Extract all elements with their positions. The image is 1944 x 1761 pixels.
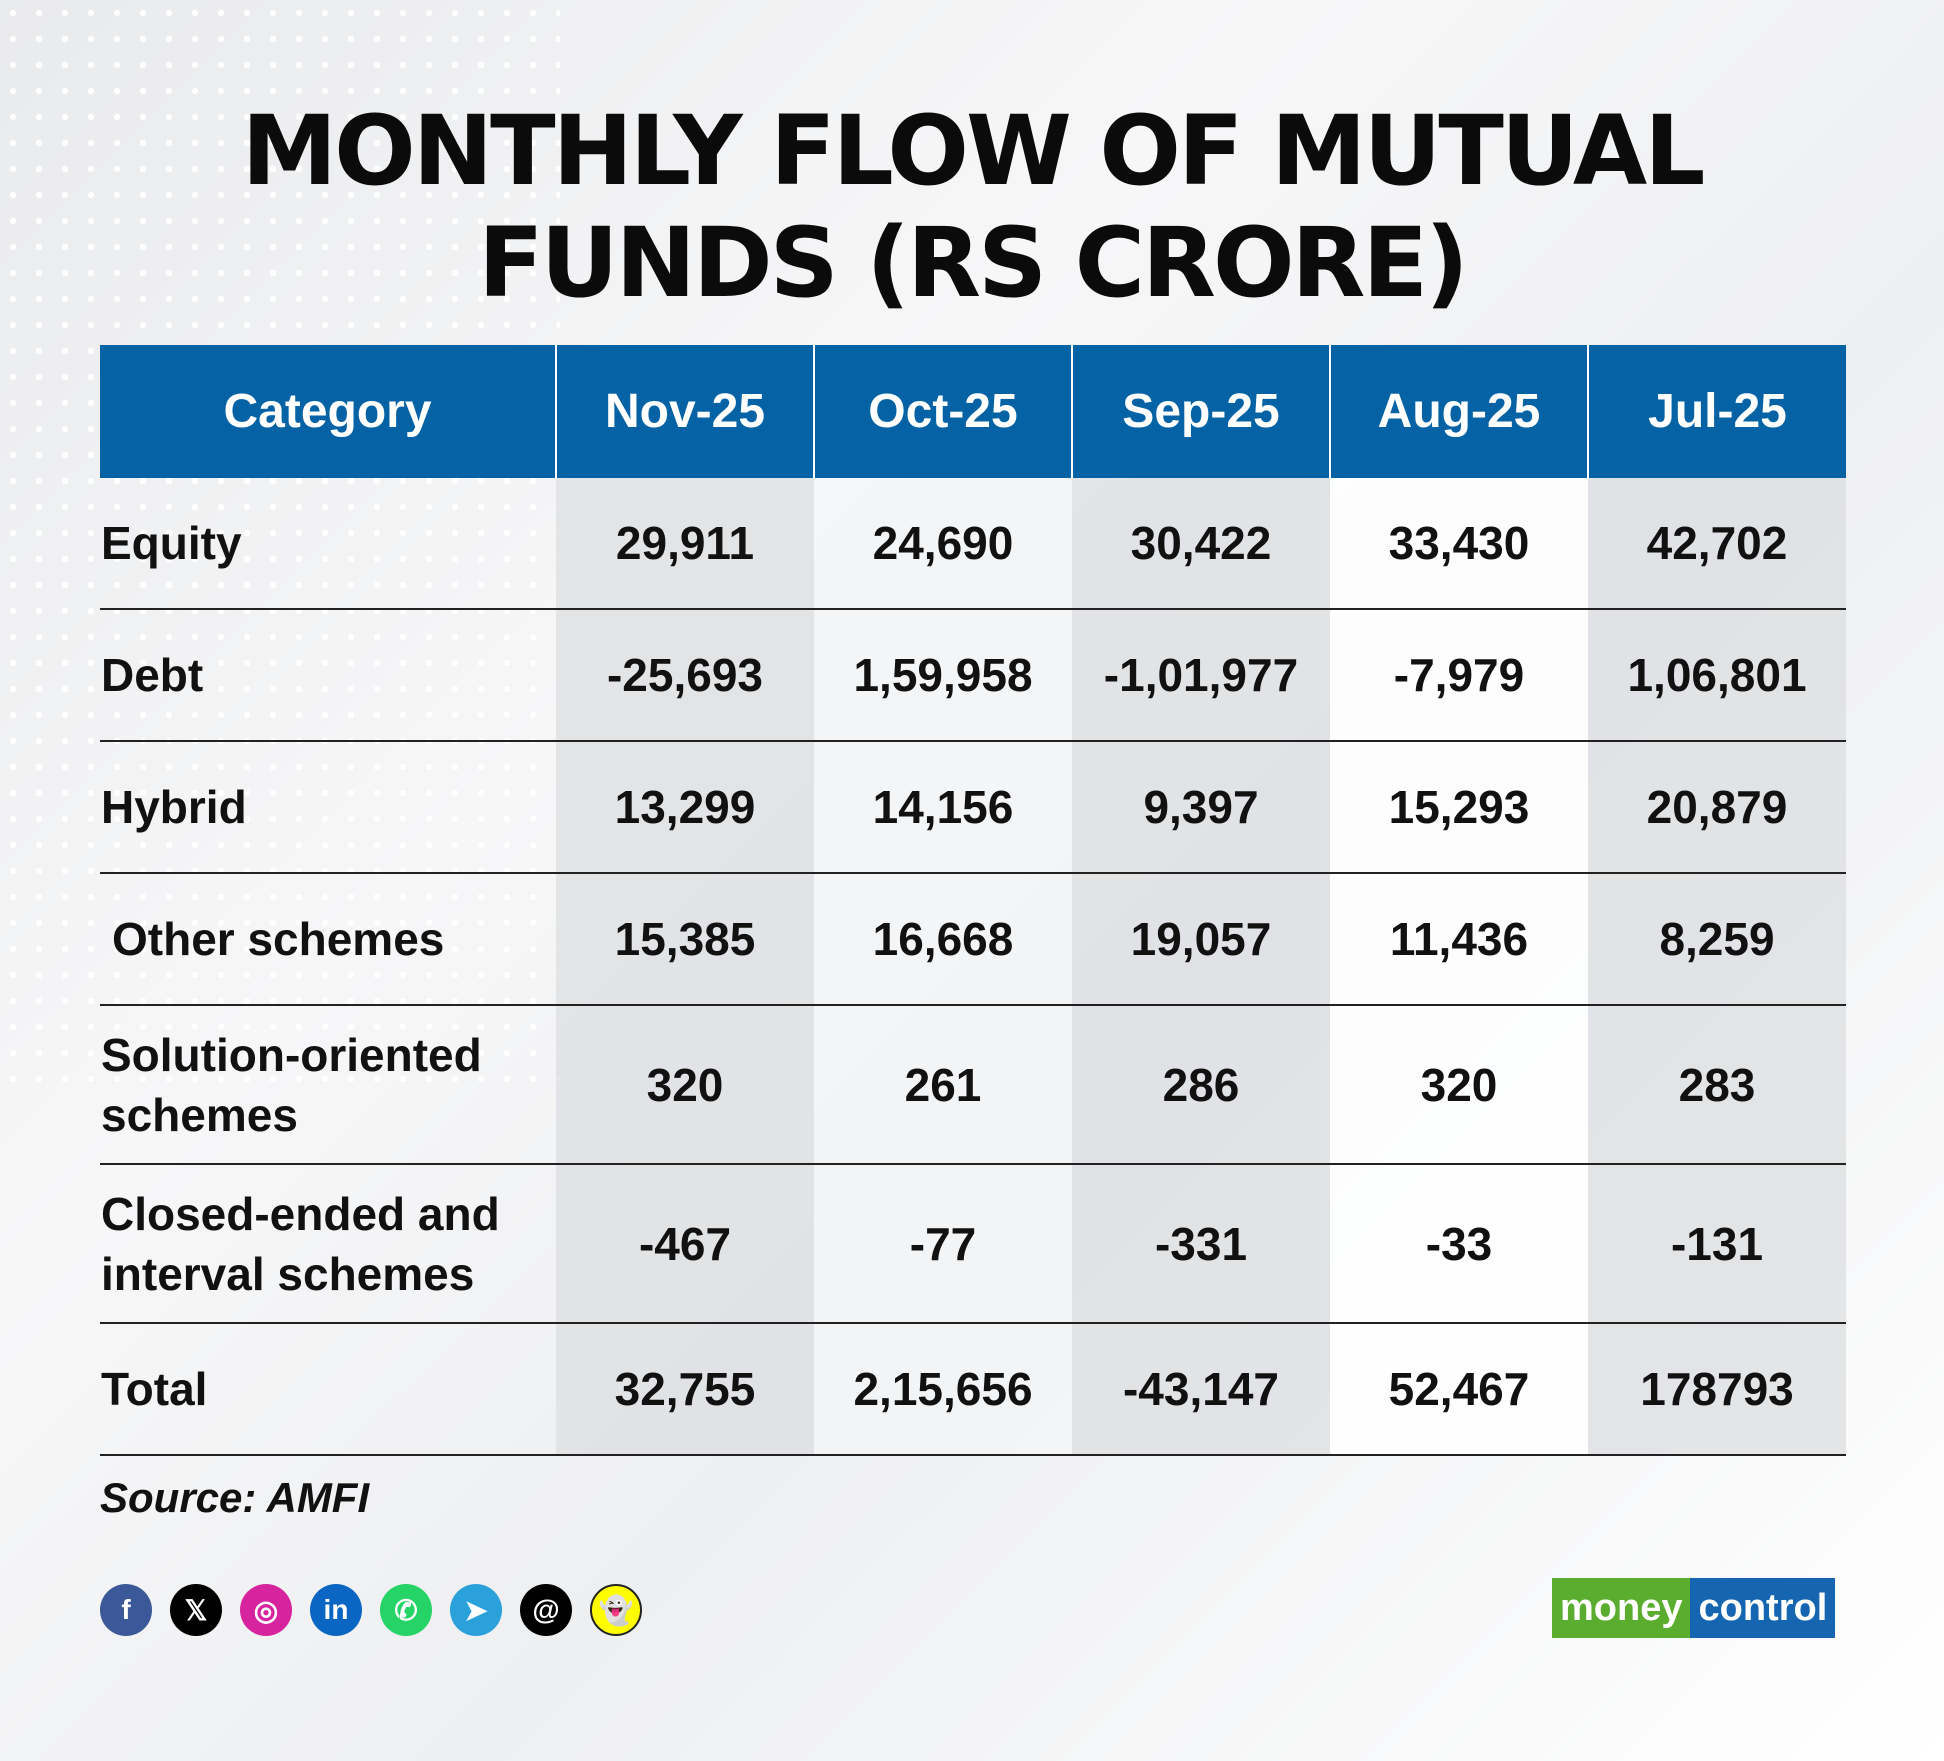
table-row: Total 32,755 2,15,656 -43,147 52,467 178793 <box>100 1323 1846 1456</box>
table-row: Other schemes 15,385 16,668 19,057 11,436 8,2… <box>100 873 1846 1006</box>
table-row: Debt -25,693 1,59,958 -1,01,977 -7,979 1,06,8… <box>100 609 1846 742</box>
cell-value: 20,879 <box>1588 741 1846 874</box>
telegram-icon[interactable]: ➤ <box>450 1584 502 1636</box>
social-icons: f 𝕏 ◎ in ✆ ➤ @ 👻 <box>100 1584 642 1636</box>
cell-value: 9,397 <box>1072 741 1330 874</box>
table-row: Equity 29,911 24,690 30,422 33,430 42,702 <box>100 478 1846 610</box>
cell-value: -467 <box>556 1164 814 1324</box>
cell-value: 320 <box>1330 1005 1588 1165</box>
cell-value: 320 <box>556 1005 814 1165</box>
moneycontrol-logo: money control <box>1552 1578 1836 1638</box>
page-title: MONTHLY FLOW OF MUTUAL FUNDS (RS CRORE) <box>0 95 1944 319</box>
cell-value: 33,430 <box>1330 478 1588 610</box>
cell-value: 8,259 <box>1588 873 1846 1006</box>
cell-value: 42,702 <box>1588 478 1846 610</box>
row-category: Solution-oriented schemes <box>100 1005 556 1165</box>
header-aug-25: Aug-25 <box>1329 345 1588 478</box>
header-nov-25: Nov-25 <box>555 345 814 478</box>
cell-value: -331 <box>1072 1164 1330 1324</box>
linkedin-icon[interactable]: in <box>310 1584 362 1636</box>
table-header-row: Category Nov-25 Oct-25 Sep-25 Aug-25 Jul… <box>100 345 1846 478</box>
cell-value: 1,59,958 <box>814 609 1072 742</box>
row-category: Total <box>100 1323 556 1456</box>
source-note: Source: AMFI <box>100 1474 370 1521</box>
logo-control: control <box>1690 1578 1836 1638</box>
row-category: Other schemes <box>100 873 556 1006</box>
mutual-fund-flow-table: Category Nov-25 Oct-25 Sep-25 Aug-25 Jul… <box>100 345 1846 1456</box>
header-category: Category <box>100 345 556 478</box>
cell-value: -43,147 <box>1072 1323 1330 1456</box>
cell-value: 14,156 <box>814 741 1072 874</box>
header-jul-25: Jul-25 <box>1587 345 1846 478</box>
cell-value: 178793 <box>1588 1323 1846 1456</box>
title-line-2: FUNDS (RS CRORE) <box>478 207 1469 319</box>
cell-value: 24,690 <box>814 478 1072 610</box>
cell-value: 2,15,656 <box>814 1323 1072 1456</box>
table-row: Solution-oriented schemes 320 261 286 320 283 <box>100 1005 1846 1165</box>
cell-value: -77 <box>814 1164 1072 1324</box>
logo-money: money <box>1552 1578 1691 1638</box>
threads-icon[interactable]: @ <box>520 1584 572 1636</box>
title-line-1: MONTHLY FLOW OF MUTUAL <box>241 95 1706 207</box>
cell-value: -33 <box>1330 1164 1588 1324</box>
x-icon[interactable]: 𝕏 <box>170 1584 222 1636</box>
cell-value: 32,755 <box>556 1323 814 1456</box>
cell-value: 52,467 <box>1330 1323 1588 1456</box>
cell-value: 11,436 <box>1330 873 1588 1006</box>
table-row: Closed-ended and interval schemes -467 -77… <box>100 1164 1846 1324</box>
cell-value: 13,299 <box>556 741 814 874</box>
facebook-icon[interactable]: f <box>100 1584 152 1636</box>
row-category: Equity <box>100 478 556 610</box>
cell-value: 261 <box>814 1005 1072 1165</box>
table-row: Hybrid 13,299 14,156 9,397 15,293 20,879 <box>100 741 1846 874</box>
cell-value: 15,293 <box>1330 741 1588 874</box>
header-sep-25: Sep-25 <box>1071 345 1330 478</box>
cell-value: -131 <box>1588 1164 1846 1324</box>
cell-value: 1,06,801 <box>1588 609 1846 742</box>
cell-value: 283 <box>1588 1005 1846 1165</box>
cell-value: 29,911 <box>556 478 814 610</box>
cell-value: 15,385 <box>556 873 814 1006</box>
snapchat-icon[interactable]: 👻 <box>590 1584 642 1636</box>
cell-value: 16,668 <box>814 873 1072 1006</box>
cell-value: -25,693 <box>556 609 814 742</box>
row-category: Hybrid <box>100 741 556 874</box>
cell-value: 30,422 <box>1072 478 1330 610</box>
row-category: Closed-ended and interval schemes <box>100 1164 556 1324</box>
cell-value: 19,057 <box>1072 873 1330 1006</box>
cell-value: -1,01,977 <box>1072 609 1330 742</box>
row-category: Debt <box>100 609 556 742</box>
whatsapp-icon[interactable]: ✆ <box>380 1584 432 1636</box>
cell-value: -7,979 <box>1330 609 1588 742</box>
header-oct-25: Oct-25 <box>813 345 1072 478</box>
cell-value: 286 <box>1072 1005 1330 1165</box>
instagram-icon[interactable]: ◎ <box>240 1584 292 1636</box>
